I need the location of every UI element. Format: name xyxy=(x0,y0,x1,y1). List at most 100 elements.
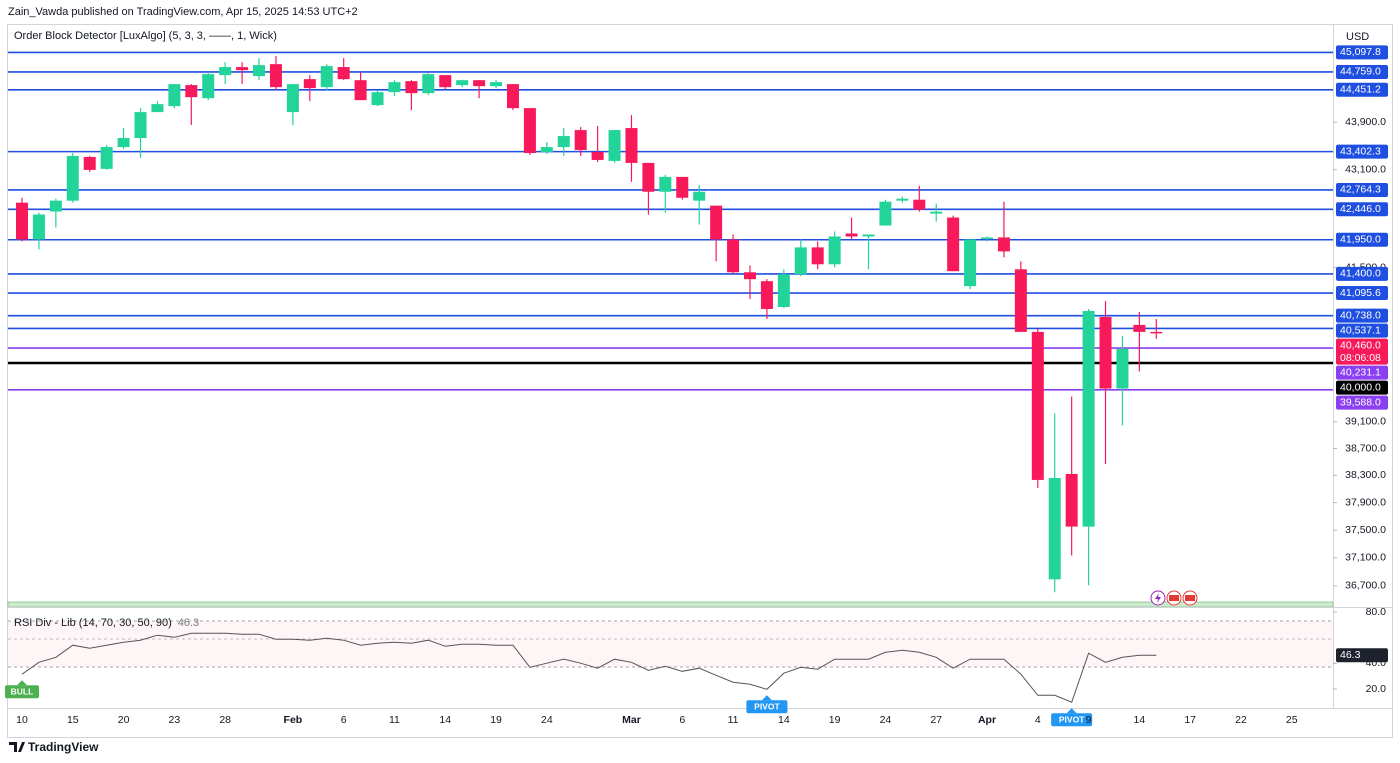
price-label: 43,402.3 xyxy=(1340,145,1381,157)
x-tick-label: 24 xyxy=(880,714,892,726)
x-tick-label: 14 xyxy=(439,714,451,726)
x-tick-label: 17 xyxy=(1184,714,1196,726)
candle-body xyxy=(253,65,266,77)
candle-body xyxy=(1133,324,1146,332)
candle-body xyxy=(896,198,909,201)
candle-body xyxy=(811,247,824,265)
marker-box xyxy=(746,700,788,714)
candle-body xyxy=(777,274,790,308)
candle-body xyxy=(16,202,28,240)
candle-body xyxy=(608,130,621,161)
candle-body xyxy=(202,74,215,99)
rsi-value-label: 46.3 xyxy=(1340,649,1361,661)
price-label: 41,400.0 xyxy=(1340,268,1381,280)
x-tick-label: 20 xyxy=(118,714,130,726)
candle-body xyxy=(185,85,198,98)
rsi-value-box xyxy=(1336,648,1388,663)
publisher: Zain_Vawda published on TradingView.com,… xyxy=(8,6,358,18)
y-tick-label: 39,100.0 xyxy=(1345,416,1386,428)
price-label: 39,588.0 xyxy=(1340,396,1381,408)
candle-body xyxy=(83,156,96,170)
rsi-line xyxy=(21,632,1157,703)
candle-body xyxy=(659,176,672,192)
x-tick-label: 15 xyxy=(67,714,79,726)
price-label: 40,000.0 xyxy=(1340,381,1381,393)
x-tick-label: 23 xyxy=(169,714,181,726)
price-label: 41,950.0 xyxy=(1340,234,1381,246)
candle-body xyxy=(557,136,570,148)
candle-body xyxy=(473,80,486,87)
brand: TradingView xyxy=(28,740,99,754)
y-tick-label: 38,300.0 xyxy=(1345,469,1386,481)
candle-body xyxy=(100,147,113,169)
candle-body xyxy=(151,104,164,113)
price-label-box xyxy=(1336,308,1388,323)
x-tick-label: 19 xyxy=(490,714,502,726)
candle-body xyxy=(320,66,333,88)
countdown: 08:06:08 xyxy=(1340,352,1381,364)
rsi-band xyxy=(8,621,1333,667)
x-tick-label: 27 xyxy=(930,714,942,726)
candle-body xyxy=(506,84,519,109)
candle-body xyxy=(1082,311,1095,527)
marker-box xyxy=(1051,713,1093,727)
price-label-box xyxy=(1336,202,1388,217)
candle-body xyxy=(642,162,655,192)
y-tick-label: 37,900.0 xyxy=(1345,496,1386,508)
x-tick-label: Feb xyxy=(284,714,303,726)
candle-body xyxy=(337,67,350,80)
x-tick-label: 14 xyxy=(1134,714,1146,726)
candle-body xyxy=(981,237,994,239)
marker-pointer xyxy=(761,695,772,701)
order-block-zone xyxy=(7,601,1334,608)
price-label-box xyxy=(1336,323,1388,338)
candle-body xyxy=(913,199,926,210)
price-label-box xyxy=(1336,286,1388,301)
candle-body xyxy=(574,130,587,151)
price-label-box xyxy=(1336,232,1388,247)
candle-body xyxy=(1014,269,1027,332)
x-tick-label: 22 xyxy=(1235,714,1247,726)
candle-body xyxy=(1048,477,1061,580)
candle-body xyxy=(845,233,858,237)
marker-pointer xyxy=(1066,708,1077,714)
candle-body xyxy=(794,247,807,275)
y-tick-label: 37,500.0 xyxy=(1345,524,1386,536)
candle-body xyxy=(405,81,418,94)
candle-body xyxy=(997,237,1010,252)
rsi-title: RSI Div - Lib (14, 70, 30, 50, 90) xyxy=(14,617,172,629)
candle-body xyxy=(710,205,723,240)
price-label-box xyxy=(1336,266,1388,281)
candle-body xyxy=(760,281,773,309)
candle-body xyxy=(168,84,181,107)
logo xyxy=(9,742,25,752)
price-label-box xyxy=(1336,365,1388,380)
price-label: 44,759.0 xyxy=(1340,66,1381,78)
y-tick-label: 80.0 xyxy=(1366,606,1387,618)
x-tick-label: Mar xyxy=(622,714,641,726)
indicator-title: Order Block Detector [LuxAlgo] (5, 3, 3,… xyxy=(14,30,277,42)
candle-body xyxy=(117,138,130,148)
candle-body xyxy=(523,108,536,154)
candle-body xyxy=(32,214,45,240)
candle-body xyxy=(947,217,960,272)
price-label: 40,231.1 xyxy=(1340,366,1381,378)
logo-mark xyxy=(9,742,25,752)
candle-body xyxy=(1150,331,1163,334)
icon xyxy=(1169,595,1179,601)
x-tick-label: Apr xyxy=(978,714,996,726)
candle-body xyxy=(879,201,892,226)
y-tick-label: 38,700.0 xyxy=(1345,442,1386,454)
price-label-box xyxy=(1336,395,1388,410)
frame xyxy=(7,24,1393,738)
x-tick-label: 9 xyxy=(1086,714,1092,726)
rsi-title-value: 46.3 xyxy=(178,617,199,629)
price-label: 40,460.0 xyxy=(1340,339,1381,351)
x-tick-label: 10 xyxy=(16,714,28,726)
x-tick-label: 4 xyxy=(1035,714,1041,726)
candle-body xyxy=(964,239,977,287)
candle-body xyxy=(676,176,689,198)
candle-body xyxy=(591,152,604,160)
